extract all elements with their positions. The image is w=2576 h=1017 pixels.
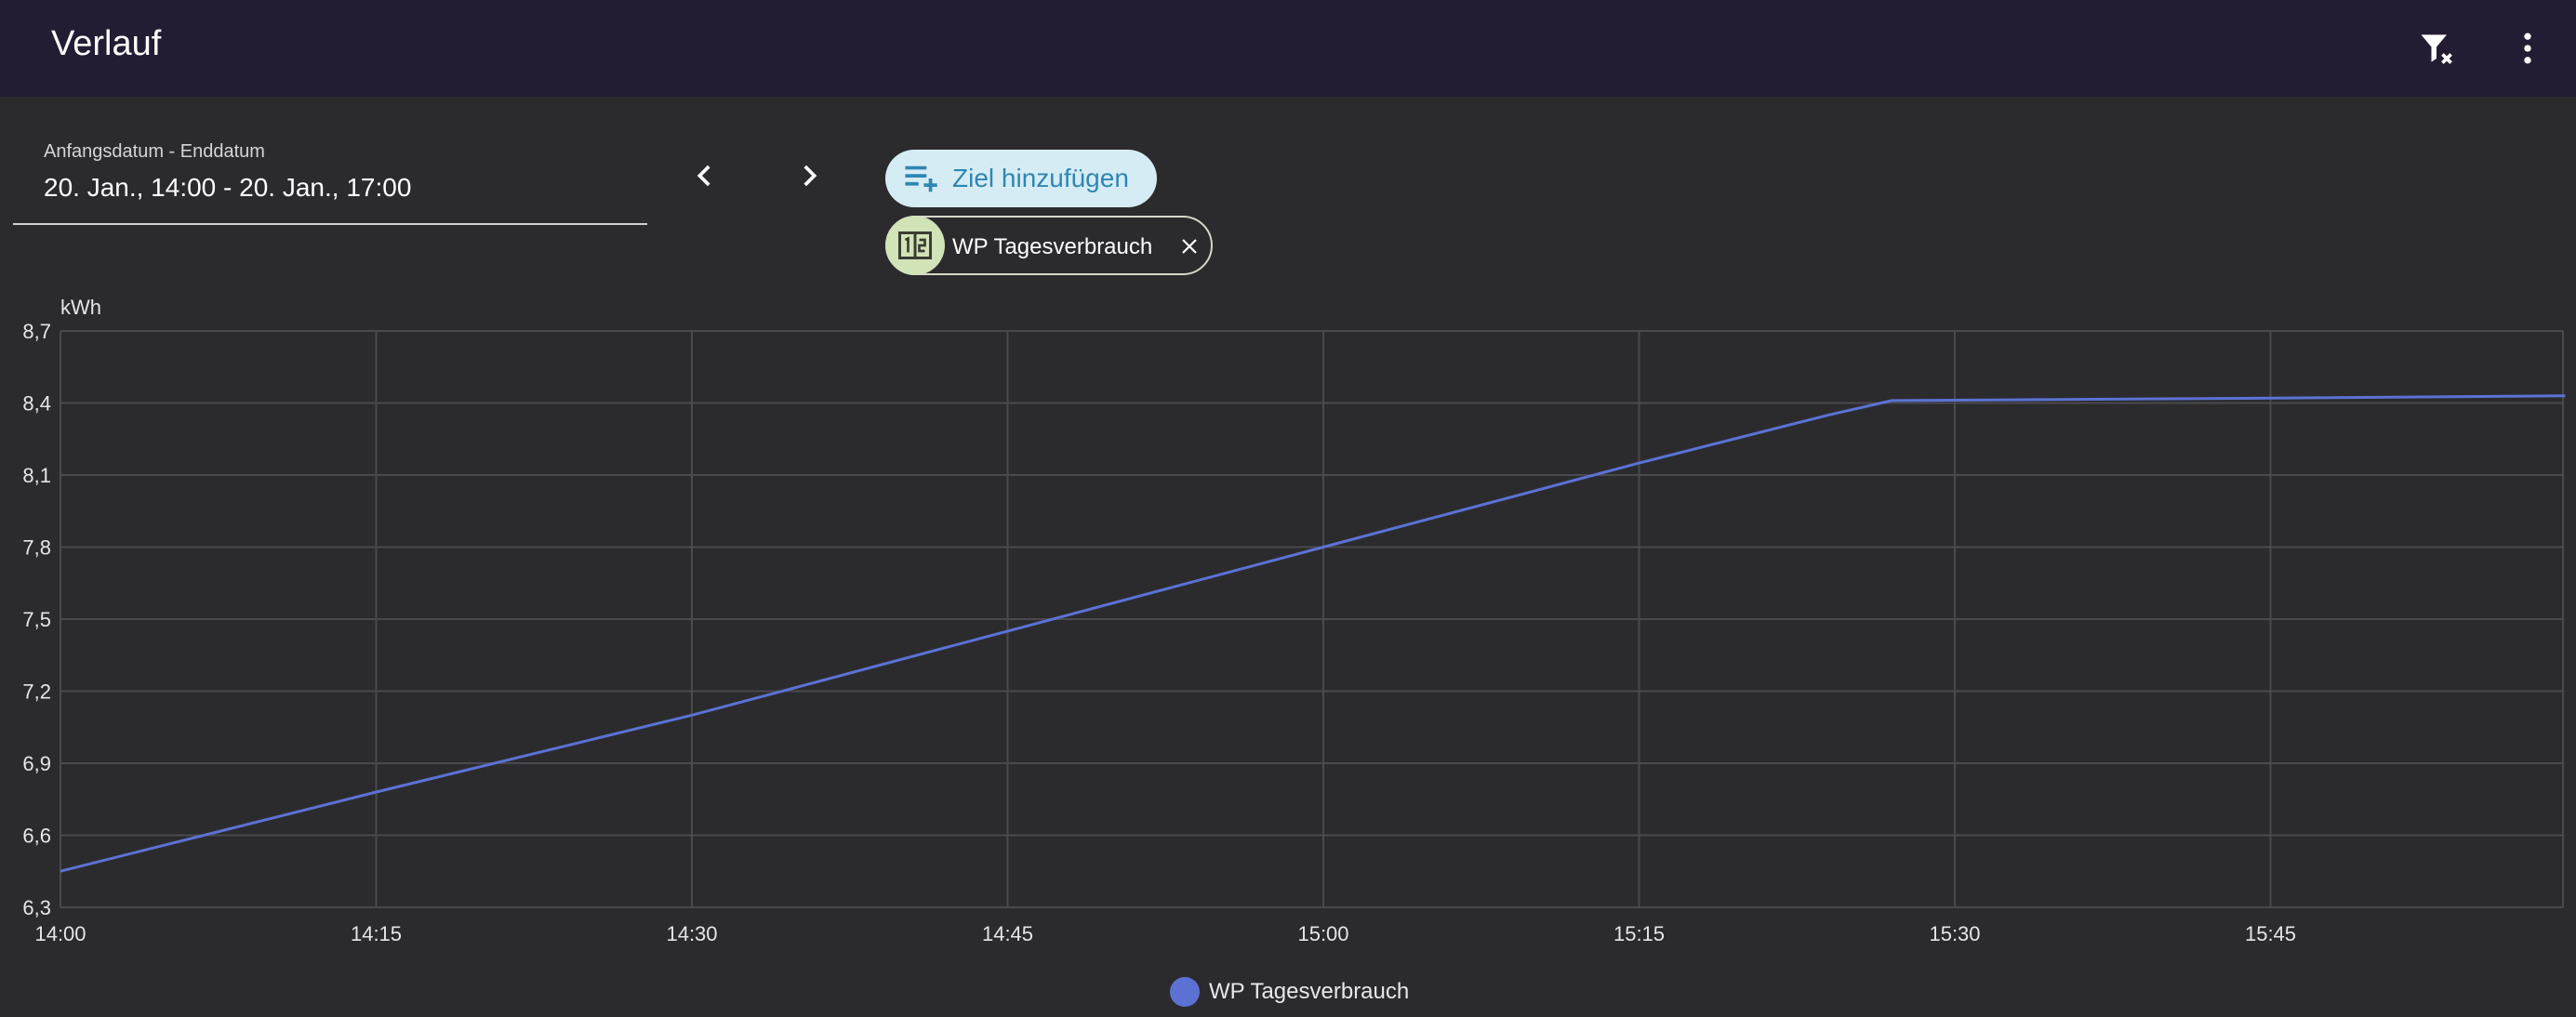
app-header: Verlauf — [0, 0, 2576, 97]
chevron-right-icon — [803, 165, 817, 187]
x-tick-label: 15:30 — [1929, 922, 1980, 945]
y-tick-label: 7,5 — [22, 608, 51, 631]
x-tick-label: 14:45 — [982, 922, 1033, 945]
y-axis-label: kWh — [60, 296, 101, 319]
add-target-button[interactable]: Ziel hinzufügen — [885, 150, 1157, 207]
y-tick-label: 6,6 — [22, 825, 51, 848]
target-chip[interactable]: WP Tagesverbrauch — [885, 216, 1213, 275]
chart-legend-item[interactable]: WP Tagesverbrauch — [1170, 976, 1409, 1008]
legend-label: WP Tagesverbrauch — [1209, 979, 1410, 1004]
y-tick-label: 6,3 — [22, 896, 51, 919]
page-title: Verlauf — [51, 24, 162, 63]
date-range-picker[interactable]: Anfangsdatum - Enddatum 20. Jan., 14:00 … — [13, 136, 647, 225]
y-tick-label: 8,7 — [22, 320, 51, 343]
target-chip-label: WP Tagesverbrauch — [952, 234, 1153, 259]
y-tick-label: 6,9 — [22, 752, 51, 775]
x-tick-label: 15:00 — [1297, 922, 1348, 945]
filter-remove-icon — [2421, 34, 2452, 64]
x-tick-label: 15:15 — [1613, 922, 1665, 945]
remove-target-button[interactable] — [1174, 231, 1205, 262]
close-icon — [1182, 239, 1197, 254]
next-period-button[interactable] — [782, 149, 836, 203]
x-tick-label: 14:30 — [666, 922, 717, 945]
y-tick-label: 8,1 — [22, 464, 51, 487]
date-range-label: Anfangsdatum - Enddatum — [44, 141, 265, 162]
chip-avatar — [885, 216, 945, 275]
legend-color-dot — [1170, 977, 1200, 1007]
more-vertical-icon — [2524, 33, 2531, 64]
history-chart: kWh 8,7 8,4 8,1 7,8 7,5 7,2 6,9 6,6 6,3 14:00 14:15… — [22, 296, 2566, 945]
clear-filter-button[interactable] — [2409, 20, 2464, 76]
y-tick-label: 7,8 — [22, 536, 51, 560]
series-line — [60, 394, 2566, 873]
more-options-button[interactable] — [2500, 20, 2556, 76]
previous-period-button[interactable] — [678, 149, 732, 203]
chevron-left-icon — [697, 165, 710, 187]
x-tick-label: 14:00 — [34, 922, 86, 945]
x-tick-label: 15:45 — [2245, 922, 2296, 945]
date-range-value: 20. Jan., 14:00 - 20. Jan., 17:00 — [44, 173, 412, 202]
x-tick-label: 14:15 — [351, 922, 402, 945]
y-tick-label: 7,2 — [22, 680, 51, 704]
add-target-label: Ziel hinzufügen — [952, 164, 1129, 192]
y-tick-label: 8,4 — [22, 392, 51, 416]
counter-icon — [898, 231, 932, 259]
playlist-add-icon — [905, 165, 937, 192]
